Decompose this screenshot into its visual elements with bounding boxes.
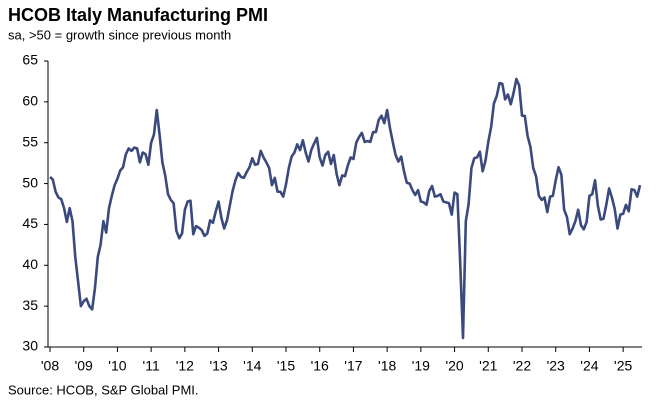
x-tick-label: '20 [445, 358, 463, 374]
x-tick-label: '24 [580, 358, 598, 374]
x-tick-label: '12 [176, 358, 194, 374]
y-tick-label: 30 [22, 338, 38, 354]
y-tick-label: 60 [22, 93, 38, 109]
x-tick-label: '21 [479, 358, 497, 374]
pmi-line [49, 77, 642, 340]
x-tick-label: '09 [75, 358, 93, 374]
x-tick-label: '16 [311, 358, 329, 374]
y-tick-label: 55 [22, 133, 38, 149]
x-tick-label: '18 [378, 358, 396, 374]
y-tick-label: 45 [22, 215, 38, 231]
source-note: Source: HCOB, S&P Global PMI. [8, 382, 199, 397]
x-tick-label: '08 [41, 358, 59, 374]
chart-subtitle: sa, >50 = growth since previous month [8, 27, 231, 42]
x-tick-label: '19 [412, 358, 430, 374]
x-tick-label: '15 [277, 358, 295, 374]
x-tick-label: '23 [547, 358, 565, 374]
y-tick-label: 35 [22, 297, 38, 313]
y-tick-label: 65 [22, 52, 38, 68]
y-tick-label: 40 [22, 256, 38, 272]
x-tick-label: '22 [513, 358, 531, 374]
x-tick-label: '13 [209, 358, 227, 374]
x-tick-label: '14 [243, 358, 261, 374]
x-tick-label: '25 [614, 358, 632, 374]
x-tick-label: '11 [143, 358, 160, 374]
x-tick-label: '17 [344, 358, 362, 374]
chart-title: HCOB Italy Manufacturing PMI [8, 5, 268, 25]
y-tick-label: 50 [22, 174, 38, 190]
x-tick-label: '10 [108, 358, 126, 374]
